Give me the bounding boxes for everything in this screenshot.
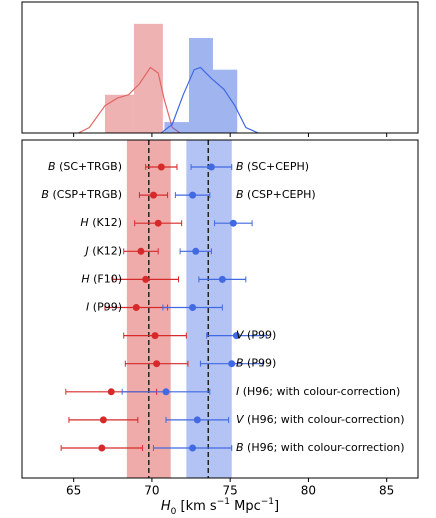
- row-label: B (P99): [236, 357, 276, 370]
- point: [132, 304, 140, 311]
- point: [154, 219, 162, 227]
- x-label-unit: ]: [274, 499, 279, 514]
- reference: (P99): [89, 301, 122, 314]
- reference: (P99): [244, 329, 277, 342]
- x-tick-label: 75: [223, 484, 238, 498]
- point: [193, 416, 201, 424]
- row-label: I (H96; with colour-correction): [236, 385, 400, 398]
- band-name: B: [236, 441, 244, 454]
- reference: (P99): [244, 357, 277, 370]
- reference: (SC+TRGB): [56, 160, 122, 173]
- hist-bar: [212, 69, 238, 133]
- axes-frame: [21, 1, 419, 134]
- point: [137, 247, 145, 255]
- band-name: H: [81, 272, 89, 285]
- x-tick-label: 65: [66, 484, 81, 498]
- point: [162, 388, 170, 396]
- reference: (SC+CEPH): [244, 160, 310, 173]
- row-label: I (P99): [86, 301, 122, 314]
- band-name: I: [236, 385, 239, 398]
- point: [218, 275, 226, 283]
- point: [151, 332, 159, 340]
- point: [207, 163, 215, 171]
- reference: (H96; with colour-correction): [244, 441, 405, 454]
- hist-bar: [189, 38, 213, 133]
- kde-curve: [78, 66, 181, 134]
- point: [228, 360, 236, 368]
- point: [142, 275, 150, 283]
- row-label: H (F10): [81, 272, 122, 285]
- x-label-unit: Mpc: [230, 499, 261, 514]
- point: [232, 332, 240, 340]
- point: [157, 163, 165, 171]
- hist-bar: [104, 94, 134, 133]
- point: [153, 360, 161, 368]
- point: [107, 388, 115, 396]
- point: [229, 219, 237, 227]
- hist-bar: [133, 23, 163, 133]
- forest-panel: B (SC+TRGB) B (SC+CEPH)B (CSP+TRGB) B (CSP…: [21, 139, 419, 498]
- point: [149, 191, 157, 199]
- reference: (K12): [89, 244, 122, 257]
- band-name: I: [86, 301, 89, 314]
- x-axis-label: H0 [km s−1 Mpc−1]: [161, 497, 279, 517]
- row-label: B (CSP+TRGB): [41, 188, 122, 201]
- row-label: J (K12): [83, 244, 122, 257]
- row-label: B (CSP+CEPH): [236, 188, 316, 201]
- x-tick-label: 80: [301, 484, 316, 498]
- histogram-panel: [21, 1, 419, 137]
- row-label: H (K12): [80, 216, 122, 229]
- point: [99, 416, 107, 424]
- reference: (H96; with colour-correction): [239, 385, 400, 398]
- row-label: V (P99): [236, 329, 276, 342]
- point: [189, 304, 197, 311]
- band-name: V: [236, 329, 245, 342]
- row-label: B (SC+CEPH): [236, 160, 309, 173]
- x-label-exp: −1: [261, 497, 274, 507]
- row-label: B (SC+TRGB): [48, 160, 122, 173]
- band-name: J: [83, 244, 88, 257]
- point: [189, 444, 197, 452]
- kde-curve: [160, 66, 259, 134]
- reference: (CSP+TRGB): [49, 188, 122, 201]
- x-label-exp: −1: [217, 497, 230, 507]
- hist-bar: [164, 122, 190, 133]
- point: [192, 247, 200, 255]
- x-label-sub: 0: [171, 507, 177, 517]
- x-tick-label: 70: [144, 484, 159, 498]
- band-name: B: [48, 160, 56, 173]
- reference: (K12): [89, 216, 122, 229]
- point: [189, 191, 197, 199]
- band-name: B: [236, 160, 244, 173]
- row-label: V (H96; with colour-correction): [236, 413, 405, 426]
- axes-frame: [21, 139, 419, 479]
- band-name: V: [236, 413, 245, 426]
- x-label-unit: [km s: [176, 499, 217, 514]
- reference: (CSP+CEPH): [244, 188, 316, 201]
- band-name: B: [236, 357, 244, 370]
- row-label: B (H96; with colour-correction): [236, 441, 405, 454]
- point: [98, 444, 106, 452]
- x-label-symbol: H: [161, 499, 171, 514]
- band-name: B: [41, 188, 49, 201]
- reference: (H96; with colour-correction): [244, 413, 405, 426]
- x-tick-label: 85: [379, 484, 394, 498]
- band-name: H: [80, 216, 88, 229]
- reference: (F10): [90, 272, 122, 285]
- band-name: B: [236, 188, 244, 201]
